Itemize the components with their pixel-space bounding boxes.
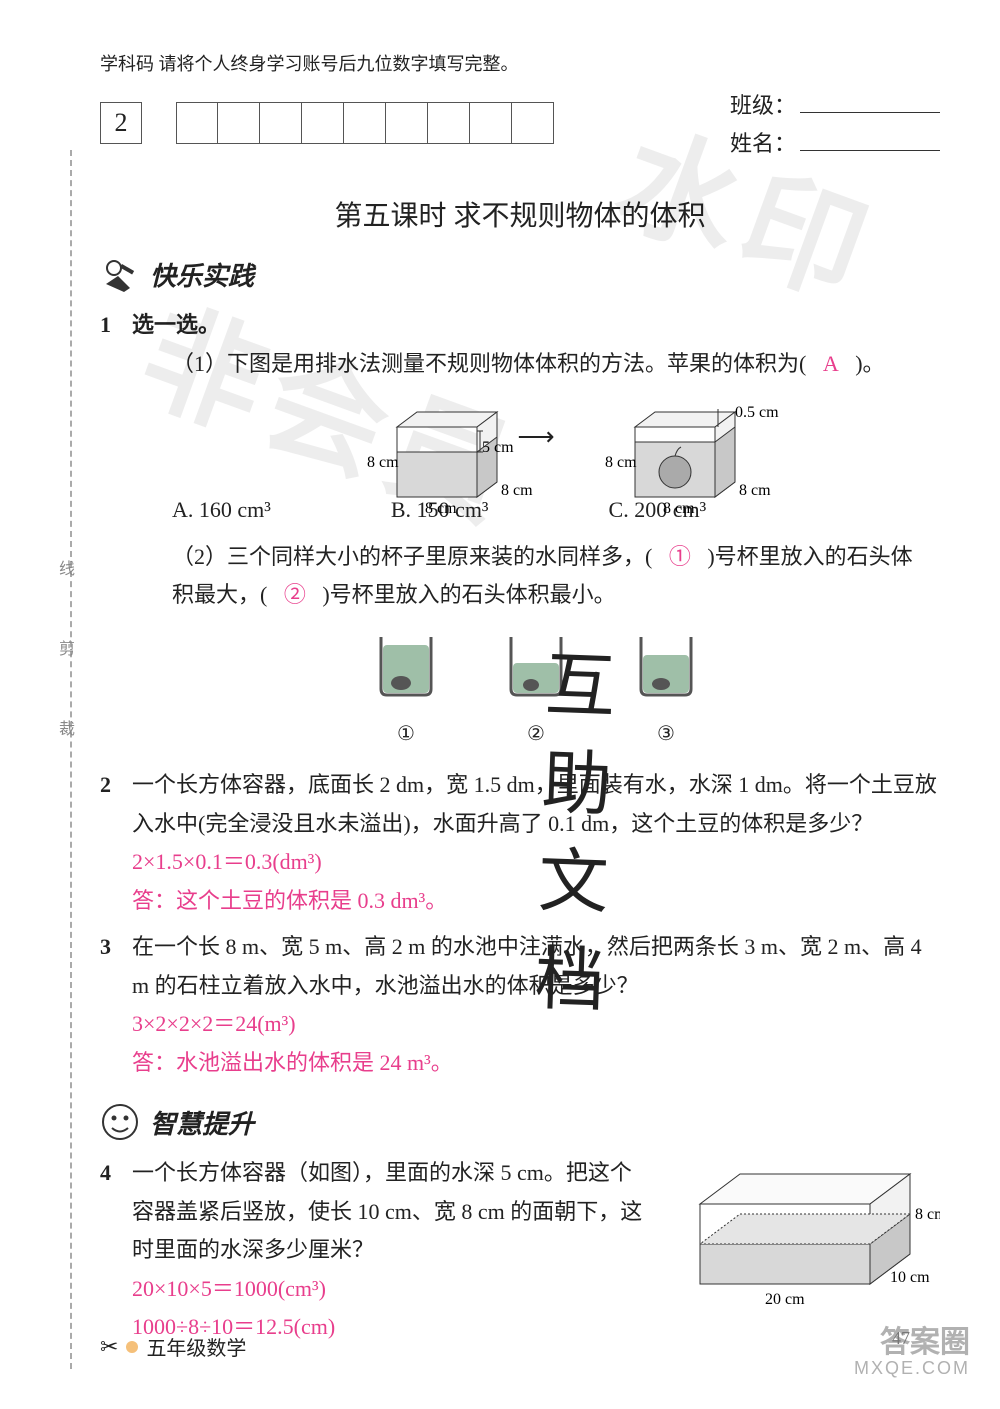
class-label: 班级：	[730, 88, 796, 120]
practice-icon	[100, 254, 140, 294]
beaker-2: ②	[501, 629, 571, 753]
beaker-row: ① ② ③	[132, 629, 940, 753]
q4-figure: 8 cm 10 cm 20 cm	[680, 1164, 940, 1347]
name-label: 姓名：	[730, 126, 796, 158]
svg-text:8 cm: 8 cm	[367, 454, 399, 471]
svg-text:8 cm: 8 cm	[605, 454, 637, 471]
cut-label: 裁	[52, 720, 76, 736]
q1p1-diagram: 8 cm 5 cm 8 cm 8 cm ⟶	[132, 397, 940, 477]
question-1: 1 选一选。 （1）下图是用排水法测量不规则物体体积的方法。苹果的体积为( A …	[100, 306, 940, 758]
beaker-1: ①	[371, 629, 441, 753]
svg-text:8 cm: 8 cm	[663, 500, 695, 517]
svg-text:8 cm: 8 cm	[739, 482, 771, 499]
q2-work: 2×1.5×0.1＝0.3(dm³)	[132, 843, 940, 882]
svg-text:0.5 cm: 0.5 cm	[735, 404, 779, 421]
header-row: 2 班级： 姓名：	[100, 82, 940, 164]
question-number: 2	[100, 766, 132, 920]
option-a: A. 160 cm³	[172, 491, 271, 530]
q3-text: 在一个长 8 m、宽 5 m、高 2 m 的水池中注满水，然后把两条长 3 m、…	[132, 928, 940, 1005]
q2-text: 一个长方体容器，底面长 2 dm，宽 1.5 dm，里面装有水，水深 1 dm。…	[132, 766, 940, 843]
footer-grade: 五年级数学	[146, 1332, 246, 1361]
header-instruction: 学科码 请将个人终身学习账号后九位数字填写完整。	[100, 50, 940, 76]
q1p2-answer2: ②	[284, 582, 306, 607]
question-number: 3	[100, 928, 132, 1082]
page-number: 47	[892, 1328, 910, 1349]
q4-work1: 20×10×5＝1000(cm³)	[132, 1270, 650, 1309]
name-field[interactable]	[800, 132, 940, 151]
q4-dim-l: 20 cm	[765, 1291, 805, 1308]
code-cell[interactable]	[344, 102, 386, 144]
code-cell[interactable]	[302, 102, 344, 144]
beaker-3: ③	[631, 629, 701, 753]
q4-text: 一个长方体容器（如图），里面的水深 5 cm。把这个容器盖紧后竖放，使长 10 …	[132, 1154, 650, 1270]
code-cell[interactable]	[470, 102, 512, 144]
q3-answer: 答：水池溢出水的体积是 24 m³。	[132, 1044, 940, 1083]
cube-left: 8 cm 5 cm 8 cm 8 cm	[367, 397, 467, 477]
section-practice-header: 快乐实践	[100, 254, 940, 294]
code-cell[interactable]	[512, 102, 554, 144]
q4-dim-h: 8 cm	[915, 1206, 940, 1223]
code-cell[interactable]	[260, 102, 302, 144]
section-wisdom-title: 智慧提升	[150, 1104, 254, 1141]
watermark-footer: 答案圈 MXQE.COM	[854, 1326, 970, 1379]
q1p1-answer: A	[812, 351, 850, 376]
code-strip	[176, 102, 554, 144]
cube-right: 8 cm 0.5 cm 8 cm 8 cm	[605, 397, 705, 477]
q4-dim-w: 10 cm	[890, 1269, 930, 1286]
question-4: 4 一个长方体容器（如图），里面的水深 5 cm。把这个容器盖紧后竖放，使长 1…	[100, 1154, 940, 1347]
name-column: 班级： 姓名：	[730, 82, 940, 164]
code-cell[interactable]	[218, 102, 260, 144]
wisdom-icon	[100, 1102, 140, 1142]
section-wisdom-header: 智慧提升	[100, 1102, 940, 1142]
cut-line	[70, 150, 72, 1369]
cut-label: 线	[52, 560, 76, 576]
lesson-title: 第五课时 求不规则物体的体积	[100, 194, 940, 234]
class-field[interactable]	[800, 94, 940, 113]
question-3: 3 在一个长 8 m、宽 5 m、高 2 m 的水池中注满水，然后把两条长 3 …	[100, 928, 940, 1082]
q1-title: 选一选。	[132, 306, 940, 345]
q1p2-answer1: ①	[669, 544, 691, 569]
question-number: 1	[100, 306, 132, 758]
code-first-digit: 2	[100, 102, 142, 144]
code-cell[interactable]	[428, 102, 470, 144]
page-footer: ✂ 五年级数学	[100, 1332, 246, 1361]
svg-text:8 cm: 8 cm	[425, 500, 457, 517]
scissors-icon: ✂	[100, 1334, 118, 1360]
svg-text:5 cm: 5 cm	[482, 439, 514, 456]
q3-work: 3×2×2×2＝24(m³)	[132, 1005, 940, 1044]
q2-answer: 答：这个土豆的体积是 0.3 dm³。	[132, 882, 940, 921]
code-cell[interactable]	[176, 102, 218, 144]
question-number: 4	[100, 1154, 132, 1347]
svg-text:8 cm: 8 cm	[501, 482, 533, 499]
q1p1-options: A. 160 cm³ B. 150 cm³ C. 200 cm³	[172, 491, 940, 530]
code-cell[interactable]	[386, 102, 428, 144]
q1-part1: （1）下图是用排水法测量不规则物体体积的方法。苹果的体积为( A )。	[132, 345, 940, 384]
question-2: 2 一个长方体容器，底面长 2 dm，宽 1.5 dm，里面装有水，水深 1 d…	[100, 766, 940, 920]
q1-part2: （2）三个同样大小的杯子里原来装的水同样多，( ① )号杯里放入的石头体 积最大…	[132, 538, 940, 615]
section-practice-title: 快乐实践	[150, 256, 254, 293]
cut-label: 剪	[52, 640, 76, 656]
